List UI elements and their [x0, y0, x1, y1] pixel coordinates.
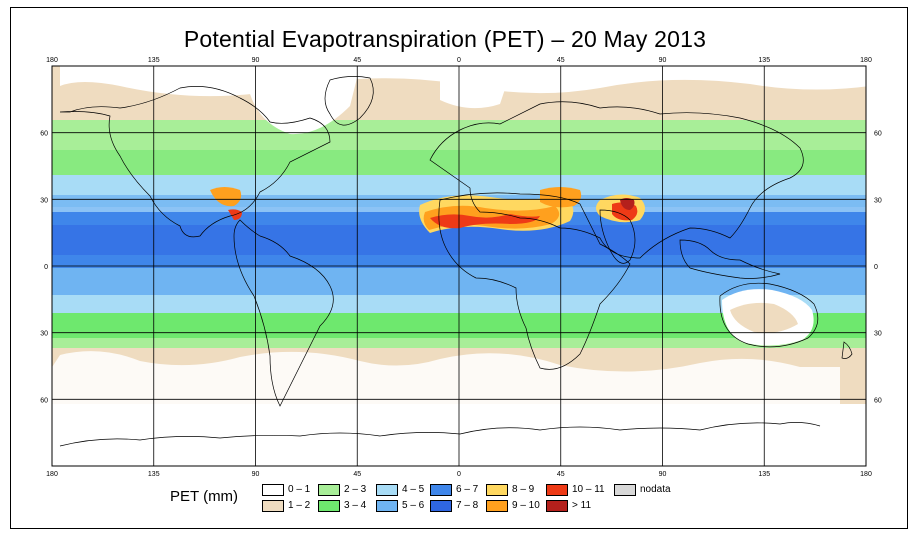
lat-tick-right: 60: [874, 397, 882, 404]
legend-label: 1 – 2: [288, 500, 311, 511]
lat-tick-left: 30: [40, 331, 48, 338]
legend-swatch: [486, 484, 508, 496]
legend-swatch: [318, 500, 340, 512]
lat-tick-right: 0: [874, 264, 878, 271]
lon-tick-top: 90: [252, 57, 260, 64]
legend-swatch: [546, 484, 568, 496]
lon-tick-bottom: 180: [860, 471, 872, 478]
legend-swatch: [376, 500, 398, 512]
lon-tick-top: 135: [148, 57, 160, 64]
lon-tick-top: 180: [46, 57, 58, 64]
figure-frame: [10, 7, 908, 529]
lat-tick-right: 30: [874, 331, 882, 338]
lat-tick-left: 30: [40, 197, 48, 204]
legend-swatch: [430, 484, 452, 496]
legend-swatch: [318, 484, 340, 496]
map-border: [51, 65, 867, 467]
lat-tick-left: 60: [40, 397, 48, 404]
coastlines: [59, 76, 853, 447]
legend-label: 9 – 10: [512, 500, 540, 511]
lat-tick-left: 60: [40, 131, 48, 138]
lon-tick-top: 0: [457, 57, 461, 64]
legend-swatch: [262, 500, 284, 512]
legend-swatch: [262, 484, 284, 496]
lon-tick-bottom: 0: [457, 471, 461, 478]
legend-label: 8 – 9: [512, 484, 535, 495]
lon-tick-bottom: 45: [353, 471, 361, 478]
legend-title: PET (mm): [170, 488, 239, 505]
legend-label: 7 – 8: [456, 500, 479, 511]
legend-swatch: [614, 484, 636, 496]
legend-label: 4 – 5: [402, 484, 425, 495]
lon-tick-top: 135: [758, 57, 770, 64]
legend-label: 0 – 1: [288, 484, 311, 495]
lon-tick-top: 45: [557, 57, 565, 64]
legend-label: 6 – 7: [456, 484, 479, 495]
legend-label: > 11: [572, 500, 591, 511]
lon-tick-top: 45: [353, 57, 361, 64]
legend-label: 10 – 11: [572, 484, 605, 495]
lon-tick-top: 90: [659, 57, 667, 64]
lat-tick-left: 0: [44, 264, 48, 271]
lon-tick-top: 180: [860, 57, 872, 64]
lat-tick-right: 60: [874, 131, 882, 138]
map-title: Potential Evapotranspiration (PET) – 20 …: [183, 26, 707, 52]
tick-labels: 180 180 135 135 90 90 45 45 0 0 45 45 90 90 135 135 180 1…: [40, 57, 882, 478]
legend-swatch: [430, 500, 452, 512]
lat-tick-right: 30: [874, 197, 882, 204]
legend-label: 2 – 3: [344, 484, 367, 495]
legend-label: 3 – 4: [344, 500, 367, 511]
legend-label: nodata: [640, 484, 671, 495]
lon-tick-bottom: 45: [557, 471, 565, 478]
legend-swatch: [486, 500, 508, 512]
lon-tick-bottom: 90: [252, 471, 260, 478]
legend-label: 5 – 6: [402, 500, 425, 511]
lon-tick-bottom: 135: [758, 471, 770, 478]
lon-tick-bottom: 135: [148, 471, 160, 478]
lon-tick-bottom: 90: [659, 471, 667, 478]
graticule: [52, 66, 866, 466]
legend-swatch: [546, 500, 568, 512]
lon-tick-bottom: 180: [46, 471, 58, 478]
legend-swatch: [376, 484, 398, 496]
